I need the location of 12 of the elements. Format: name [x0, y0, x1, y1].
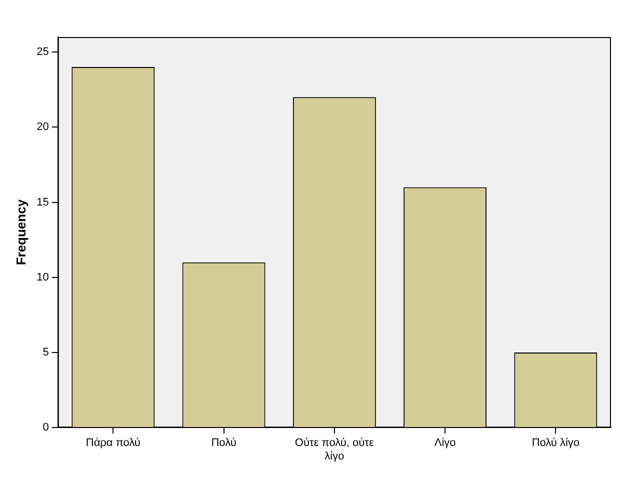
y-tick-label: 10 — [36, 271, 49, 284]
y-tick-label: 25 — [36, 46, 49, 58]
y-tick-label: 0 — [42, 422, 49, 434]
y-axis-title: Frequency — [13, 198, 28, 266]
y-tick-label: 5 — [42, 346, 49, 359]
x-tick-label: Πολύ — [211, 437, 236, 450]
y-tick-label: 20 — [36, 121, 49, 134]
x-tick-label: Πολύ λίγο — [532, 437, 580, 450]
x-tick-label: Λίγο — [434, 437, 456, 450]
x-tick-label: Πάρα πολύ — [86, 437, 140, 450]
y-tick-label: 15 — [36, 196, 49, 208]
x-tick-label: Ούτε πολύ, ούτε λίγο — [294, 437, 374, 462]
